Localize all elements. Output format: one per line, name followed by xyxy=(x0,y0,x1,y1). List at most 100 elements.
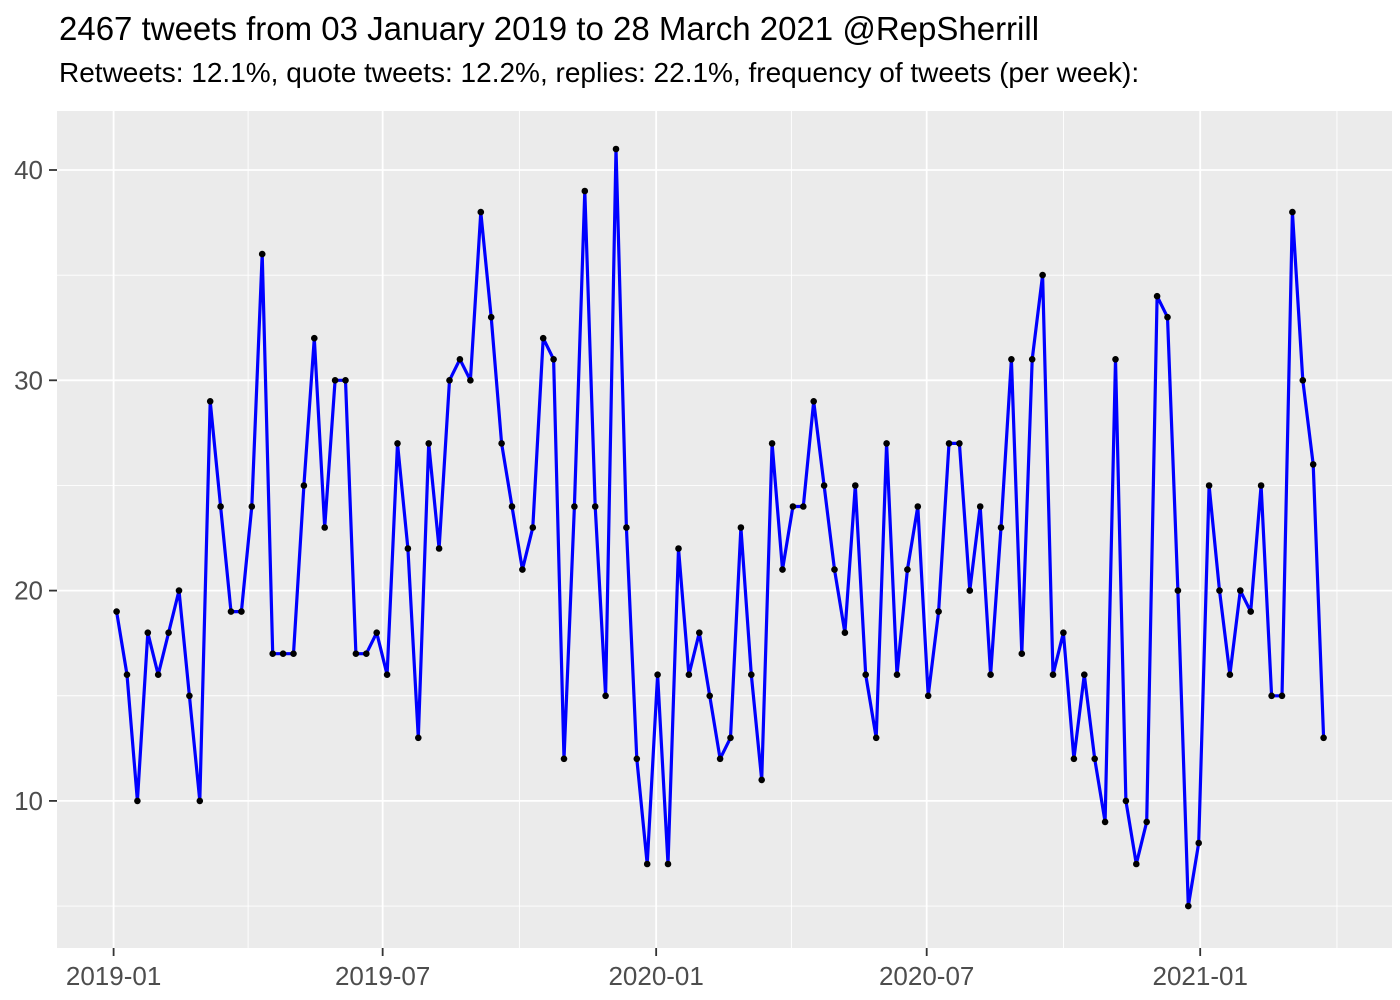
data-point xyxy=(363,650,370,657)
data-point xyxy=(1049,671,1057,678)
data-point xyxy=(1164,313,1171,321)
data-point xyxy=(643,860,651,868)
x-tick-label: 2019-07 xyxy=(335,961,430,991)
data-point xyxy=(1320,734,1327,742)
data-point xyxy=(779,566,786,573)
data-point xyxy=(175,587,183,594)
data-point xyxy=(664,860,672,868)
data-point xyxy=(581,187,589,195)
data-point xyxy=(675,545,682,552)
data-point xyxy=(404,545,412,552)
x-tick-label: 2020-07 xyxy=(879,961,974,991)
data-point xyxy=(238,608,245,615)
data-point xyxy=(498,440,505,447)
data-point xyxy=(1008,356,1015,363)
data-point xyxy=(394,440,401,447)
data-point xyxy=(1028,356,1036,363)
data-point xyxy=(1216,587,1223,594)
data-point xyxy=(1185,902,1192,910)
chart-subtitle: Retweets: 12.1%, quote tweets: 12.2%, re… xyxy=(59,57,1140,88)
data-point xyxy=(966,587,974,594)
data-point xyxy=(841,629,849,636)
data-point xyxy=(290,650,297,657)
data-point xyxy=(1143,818,1150,826)
data-point xyxy=(321,524,329,531)
data-point xyxy=(300,482,308,489)
data-point xyxy=(914,503,922,510)
data-point xyxy=(508,503,516,510)
data-point xyxy=(529,524,537,531)
data-point xyxy=(602,692,609,700)
data-point xyxy=(1153,292,1161,300)
data-point xyxy=(1039,271,1046,279)
data-point xyxy=(1070,755,1078,763)
data-point xyxy=(1195,839,1202,847)
data-point xyxy=(154,671,162,678)
data-point xyxy=(1091,755,1098,763)
data-point xyxy=(716,755,724,763)
data-point xyxy=(331,377,339,384)
data-point xyxy=(571,503,578,510)
data-point xyxy=(519,566,526,573)
data-point xyxy=(550,356,557,363)
data-point xyxy=(904,566,911,573)
data-point xyxy=(872,734,880,742)
data-point xyxy=(1060,629,1067,636)
data-point xyxy=(206,398,214,405)
y-tick-label: 10 xyxy=(14,786,43,816)
data-point xyxy=(1081,671,1088,678)
data-point xyxy=(352,650,360,657)
data-point xyxy=(685,671,693,678)
data-point xyxy=(758,776,765,784)
data-point xyxy=(383,671,391,678)
data-point xyxy=(269,650,277,657)
data-point xyxy=(727,734,734,742)
y-tick-label: 40 xyxy=(14,155,43,185)
data-point xyxy=(1205,482,1213,489)
data-point xyxy=(748,671,755,678)
data-point xyxy=(1268,692,1275,700)
chart-title: 2467 tweets from 03 January 2019 to 28 M… xyxy=(59,10,1040,47)
data-point xyxy=(539,334,547,342)
data-point xyxy=(342,377,349,384)
y-tick-label: 30 xyxy=(14,365,43,395)
data-point xyxy=(113,608,120,615)
data-point xyxy=(1018,650,1026,657)
data-point xyxy=(997,524,1005,531)
data-point xyxy=(1133,860,1140,868)
data-point xyxy=(737,524,745,531)
data-point xyxy=(217,503,224,510)
data-point xyxy=(1247,608,1254,615)
data-point xyxy=(1174,587,1182,594)
y-tick-label: 20 xyxy=(14,576,43,606)
x-tick-label: 2020-01 xyxy=(608,961,703,991)
data-point xyxy=(987,671,994,678)
data-point xyxy=(1289,208,1296,216)
data-point xyxy=(248,503,256,510)
data-point xyxy=(976,503,984,510)
data-point xyxy=(279,650,287,657)
data-point xyxy=(654,671,661,678)
data-point xyxy=(456,356,464,363)
x-tick-label: 2021-01 xyxy=(1152,961,1247,991)
data-point xyxy=(477,208,485,216)
data-point xyxy=(1257,482,1265,489)
data-point xyxy=(186,692,193,700)
data-point xyxy=(1299,377,1307,384)
data-point xyxy=(800,503,807,510)
data-point xyxy=(591,503,599,510)
data-point xyxy=(435,545,443,552)
data-point xyxy=(123,671,131,678)
data-point xyxy=(893,671,901,678)
data-point xyxy=(1112,356,1119,363)
data-point xyxy=(1101,818,1109,826)
data-point xyxy=(373,629,381,636)
data-point xyxy=(1278,692,1286,700)
data-point xyxy=(924,692,932,700)
data-point xyxy=(1309,461,1317,468)
data-point xyxy=(1226,671,1234,678)
data-point xyxy=(165,629,172,636)
data-point xyxy=(258,250,266,258)
